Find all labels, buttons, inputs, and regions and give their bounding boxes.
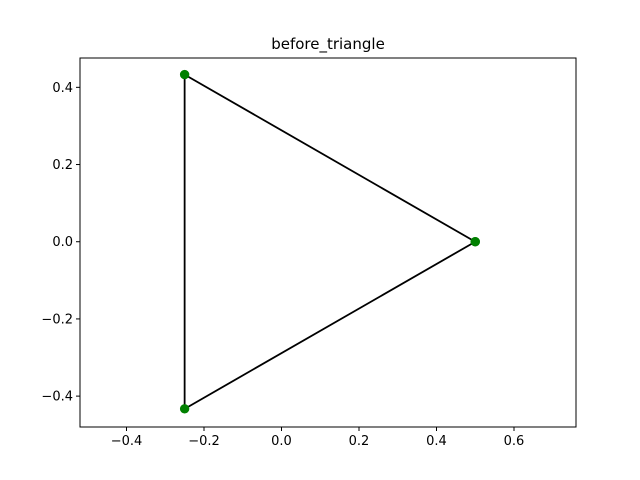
y-tick-label: 0.0 [52,235,73,250]
plot-area [80,58,576,427]
x-tick-label: −0.4 [111,434,143,449]
y-tick-label: 0.2 [52,158,73,173]
x-tick-label: 0.6 [504,434,525,449]
x-tick-label: 0.0 [271,434,292,449]
series-layer [179,69,480,414]
x-tick-label: 0.4 [426,434,447,449]
y-tick-label: −0.2 [41,312,73,327]
series-line [183,73,476,410]
axes-frame [79,57,577,428]
x-axis: −0.4 −0.2 0.0 0.2 0.4 0.6 [111,427,525,449]
x-tick-label: −0.2 [188,434,220,449]
data-point [179,404,190,414]
y-axis: −0.4 −0.2 0.0 0.2 0.4 [41,81,80,405]
data-point [470,237,480,247]
x-tick-label: 0.2 [349,434,370,449]
y-tick-label: 0.4 [52,81,73,96]
data-point [179,69,190,80]
chart-title: before_triangle [271,35,385,54]
y-tick-label: −0.4 [41,390,73,405]
